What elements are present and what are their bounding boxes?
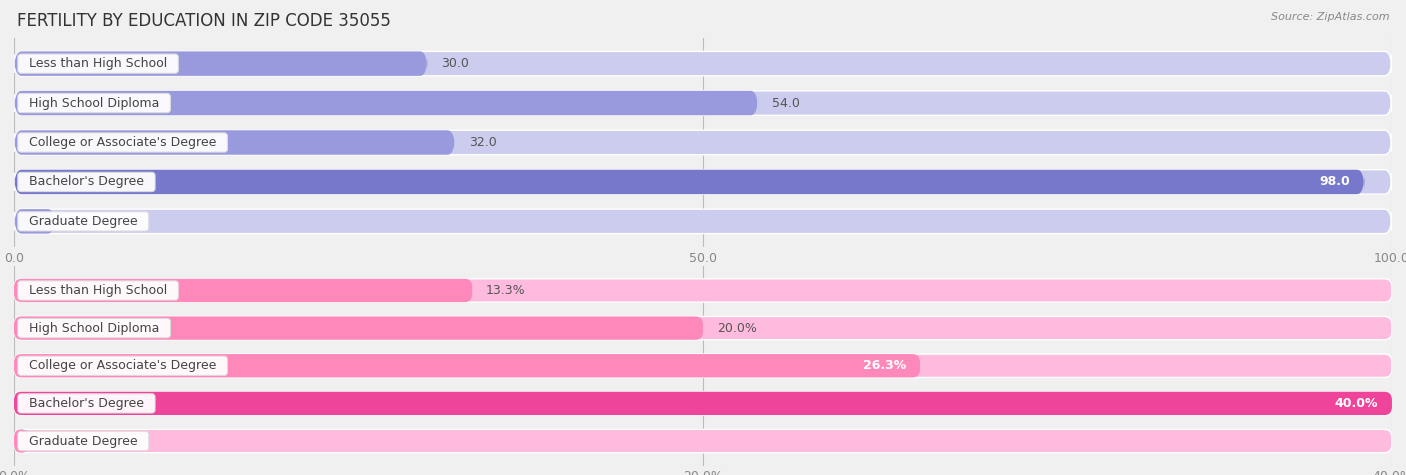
Text: Source: ZipAtlas.com: Source: ZipAtlas.com — [1271, 12, 1389, 22]
FancyBboxPatch shape — [14, 392, 1392, 415]
Text: College or Associate's Degree: College or Associate's Degree — [21, 359, 225, 372]
FancyBboxPatch shape — [14, 130, 1392, 155]
FancyBboxPatch shape — [14, 130, 456, 155]
FancyBboxPatch shape — [14, 51, 1392, 76]
FancyBboxPatch shape — [14, 316, 703, 340]
Text: 54.0: 54.0 — [772, 96, 800, 110]
Text: Bachelor's Degree: Bachelor's Degree — [21, 175, 152, 189]
Text: 26.3%: 26.3% — [863, 359, 907, 372]
FancyBboxPatch shape — [14, 209, 1392, 234]
Text: Bachelor's Degree: Bachelor's Degree — [21, 397, 152, 410]
FancyBboxPatch shape — [14, 51, 427, 76]
Text: 13.3%: 13.3% — [486, 284, 526, 297]
Text: 0.42%: 0.42% — [42, 435, 82, 447]
Text: 98.0: 98.0 — [1320, 175, 1351, 189]
FancyBboxPatch shape — [14, 429, 1392, 453]
Text: 32.0: 32.0 — [468, 136, 496, 149]
Text: 30.0: 30.0 — [441, 57, 470, 70]
FancyBboxPatch shape — [14, 392, 1392, 415]
Text: High School Diploma: High School Diploma — [21, 322, 167, 334]
FancyBboxPatch shape — [14, 91, 1392, 115]
FancyBboxPatch shape — [14, 354, 920, 378]
FancyBboxPatch shape — [14, 429, 28, 453]
FancyBboxPatch shape — [14, 170, 1364, 194]
Text: 20.0%: 20.0% — [717, 322, 756, 334]
Text: College or Associate's Degree: College or Associate's Degree — [21, 136, 225, 149]
Text: High School Diploma: High School Diploma — [21, 96, 167, 110]
FancyBboxPatch shape — [14, 91, 758, 115]
FancyBboxPatch shape — [14, 354, 1392, 378]
Text: Graduate Degree: Graduate Degree — [21, 215, 146, 228]
Text: FERTILITY BY EDUCATION IN ZIP CODE 35055: FERTILITY BY EDUCATION IN ZIP CODE 35055 — [17, 12, 391, 30]
FancyBboxPatch shape — [14, 209, 55, 234]
FancyBboxPatch shape — [14, 279, 1392, 302]
Text: 3.0: 3.0 — [69, 215, 89, 228]
FancyBboxPatch shape — [14, 316, 1392, 340]
Text: Less than High School: Less than High School — [21, 57, 176, 70]
Text: 40.0%: 40.0% — [1334, 397, 1378, 410]
Text: Less than High School: Less than High School — [21, 284, 176, 297]
FancyBboxPatch shape — [14, 279, 472, 302]
Text: Graduate Degree: Graduate Degree — [21, 435, 146, 447]
FancyBboxPatch shape — [14, 170, 1392, 194]
